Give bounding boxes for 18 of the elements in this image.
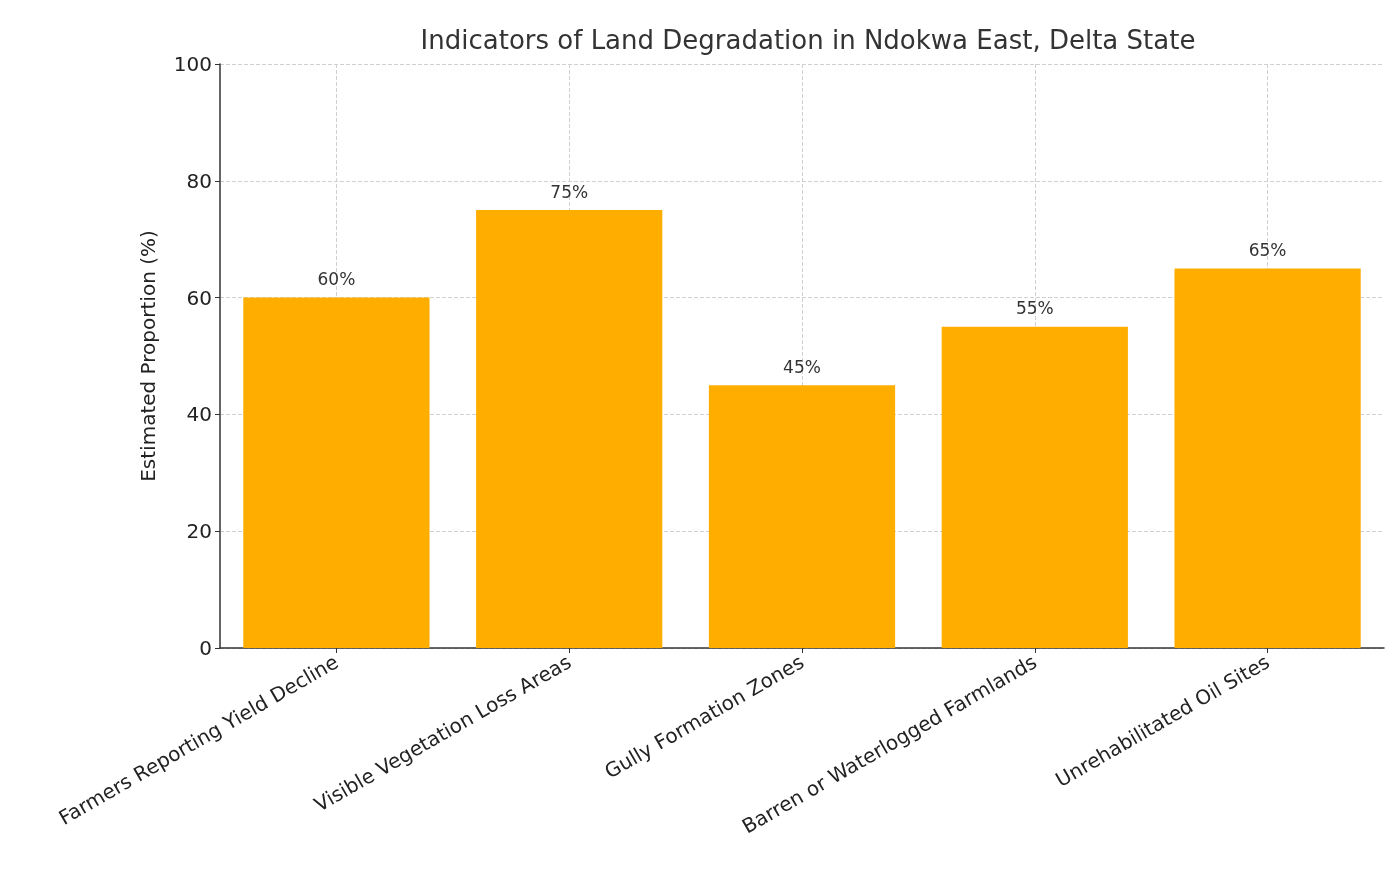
y-tick-label: 40 bbox=[186, 402, 212, 427]
y-tick-label: 0 bbox=[199, 636, 212, 660]
y-tick-label: 80 bbox=[186, 168, 212, 193]
y-axis-title: Estimated Proportion (%) bbox=[136, 230, 160, 482]
chart-title: Indicators of Land Degradation in Ndokwa East, Delta State bbox=[420, 25, 1196, 55]
bar bbox=[476, 210, 663, 648]
y-tick-label: 20 bbox=[186, 519, 212, 544]
data-label: 55% bbox=[1015, 298, 1054, 319]
data-label: 65% bbox=[1248, 239, 1287, 260]
y-tick-label: 100 bbox=[173, 52, 212, 76]
data-label: 75% bbox=[550, 181, 589, 202]
bar bbox=[941, 326, 1128, 648]
bar bbox=[1174, 268, 1361, 648]
bar bbox=[243, 297, 430, 648]
y-tick-label: 60 bbox=[186, 285, 212, 310]
data-label: 60% bbox=[317, 269, 356, 290]
bar bbox=[708, 385, 896, 648]
data-label: 45% bbox=[783, 356, 821, 377]
